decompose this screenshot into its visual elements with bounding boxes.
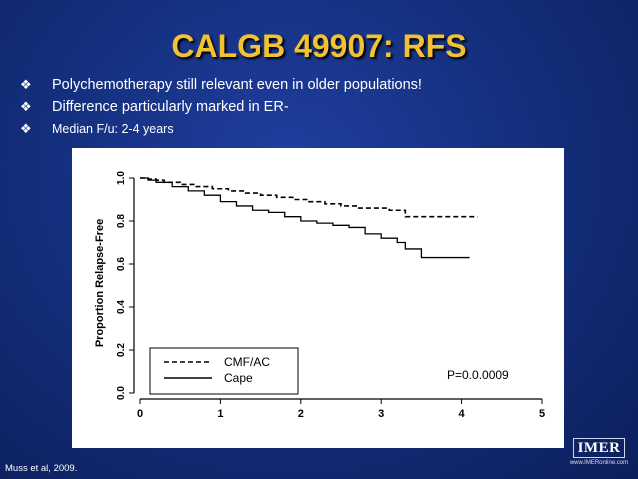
series-line-cmf-ac — [140, 177, 478, 218]
legend-label: CMF/AC — [224, 355, 270, 369]
bullet-text: Difference particularly marked in ER- — [52, 99, 289, 115]
kaplan-meier-chart: 0 1 2 3 4 5 0.0 0.2 0.4 0.6 0.8 1.0 CMF/AC Cape Prop… — [94, 171, 545, 420]
y-axis-label: Proportion Relapse-Free — [94, 219, 106, 347]
bullet-text: Polychemotherapy still relevant even in … — [52, 77, 422, 93]
y-tick-label: 1.0 — [116, 171, 127, 185]
chart-series — [140, 177, 478, 259]
bullet-list: ❖ Polychemotherapy still relevant even i… — [20, 74, 422, 140]
legend-label: Cape — [224, 371, 253, 385]
x-tick-label: 1 — [217, 408, 223, 420]
chart-axes: 0 1 2 3 4 5 0.0 0.2 0.4 0.6 0.8 1.0 — [116, 171, 545, 420]
x-tick-label: 4 — [459, 408, 466, 420]
y-tick-label: 0.6 — [116, 257, 127, 271]
diamond-bullet-icon: ❖ — [20, 99, 32, 115]
p-value-annotation: P=0.0.0009 — [447, 368, 509, 382]
series-line-cape — [140, 177, 470, 259]
y-tick-label: 0.8 — [116, 214, 127, 228]
chart-panel: 0 1 2 3 4 5 0.0 0.2 0.4 0.6 0.8 1.0 CMF/AC Cape Prop… — [72, 148, 564, 448]
x-tick-label: 3 — [378, 408, 384, 420]
bullet-text: Median F/u: 2-4 years — [52, 122, 174, 136]
x-tick-label: 5 — [539, 408, 545, 420]
bullet-item: ❖ Median F/u: 2-4 years — [20, 118, 422, 140]
logo-brand: IMER — [572, 438, 626, 458]
slide-title: CALGB 49907: RFS — [171, 28, 467, 64]
citation: Muss et al, 2009. — [5, 463, 78, 474]
chart-legend: CMF/AC Cape — [149, 347, 299, 395]
x-tick-label: 0 — [137, 408, 143, 420]
y-tick-label: 0.0 — [116, 386, 127, 400]
bullet-item: ❖ Difference particularly marked in ER- — [20, 96, 422, 118]
diamond-bullet-icon: ❖ — [20, 77, 32, 93]
y-tick-label: 0.2 — [116, 343, 127, 357]
x-tick-label: 2 — [298, 408, 304, 420]
legend-box — [149, 347, 299, 395]
bullet-item: ❖ Polychemotherapy still relevant even i… — [20, 74, 422, 96]
imer-logo: IMER www.IMERonline.com — [565, 438, 633, 474]
diamond-bullet-icon: ❖ — [20, 121, 32, 137]
logo-url: www.IMERonline.com — [569, 460, 629, 466]
y-tick-label: 0.4 — [116, 300, 127, 314]
